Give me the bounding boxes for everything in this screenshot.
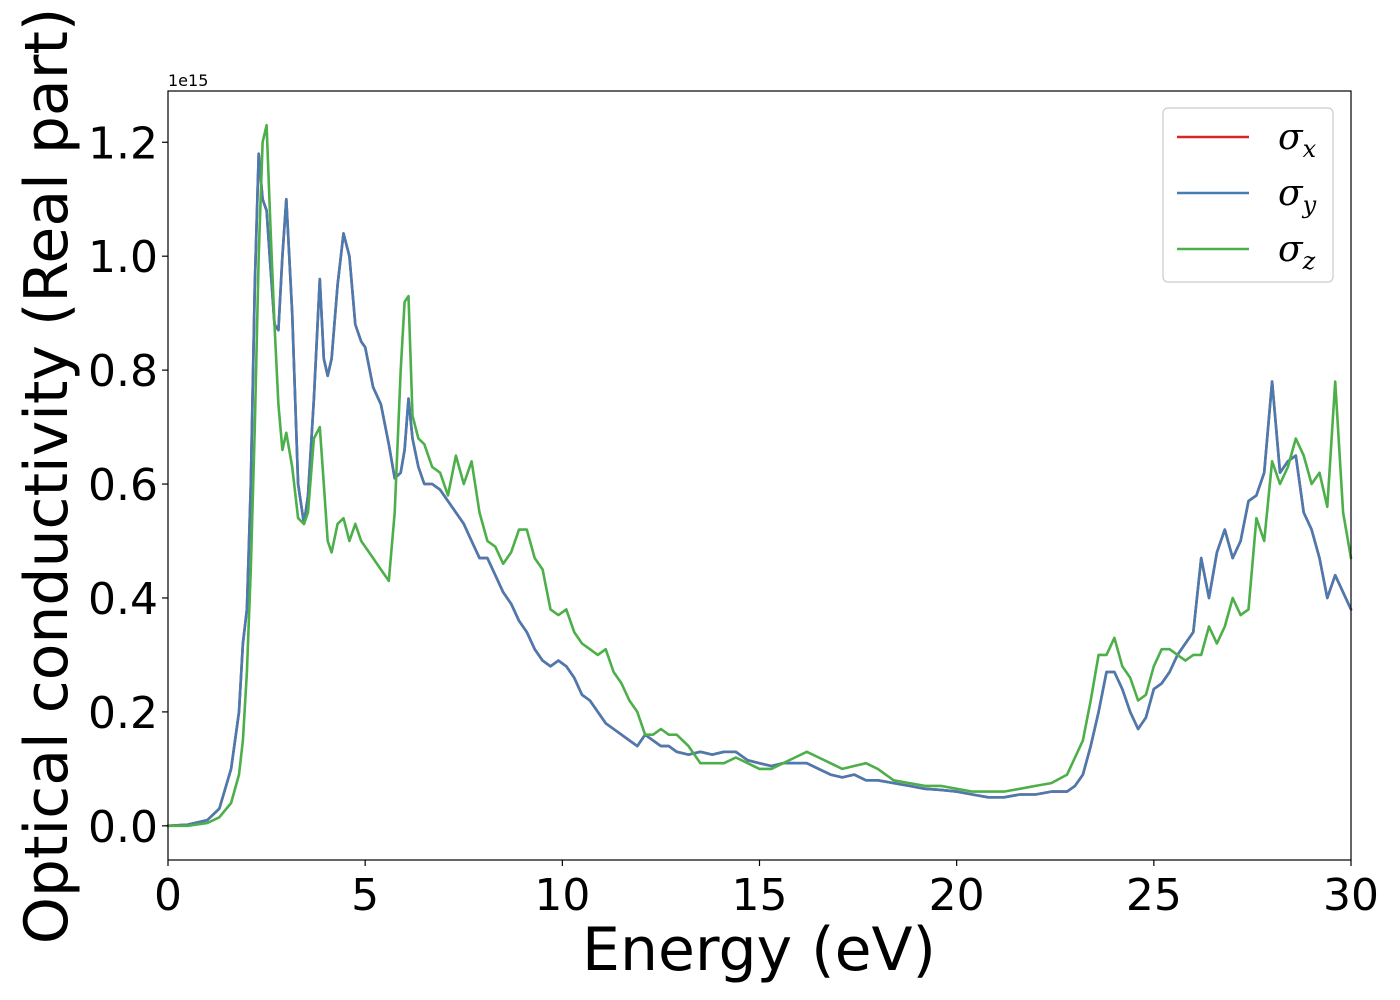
x-tick-label: 10 (534, 870, 590, 921)
x-tick-label: 15 (732, 870, 788, 921)
y-tick-label: 0.8 (88, 346, 158, 397)
y-axis-title: Optical conductivity (Real part) (12, 8, 82, 945)
plot-background (168, 91, 1351, 860)
y-tick-label: 1.0 (88, 232, 158, 283)
x-axis: 0 5 10 15 20 25 30 (154, 860, 1379, 921)
y-axis: 0.0 0.2 0.4 0.6 0.8 1.0 1.2 (88, 118, 168, 853)
series-line-z (166, 123, 1353, 828)
x-tick-label: 30 (1323, 870, 1379, 921)
x-axis-title: Energy (eV) (582, 915, 936, 985)
y-tick-label: 0.0 (88, 802, 158, 853)
series-line-y (166, 152, 1353, 828)
x-tick-label: 5 (351, 870, 379, 921)
x-tick-label: 20 (929, 870, 985, 921)
y-tick-label: 1.2 (88, 118, 158, 169)
y-offset-label: 1e15 (168, 71, 208, 90)
legend-box (1162, 107, 1334, 283)
y-tick-label: 0.6 (88, 460, 158, 511)
y-tick-label: 0.4 (88, 574, 158, 625)
series-layer (166, 123, 1353, 828)
x-tick-label: 25 (1126, 870, 1182, 921)
y-tick-label: 0.2 (88, 688, 158, 739)
x-tick-label: 0 (154, 870, 182, 921)
